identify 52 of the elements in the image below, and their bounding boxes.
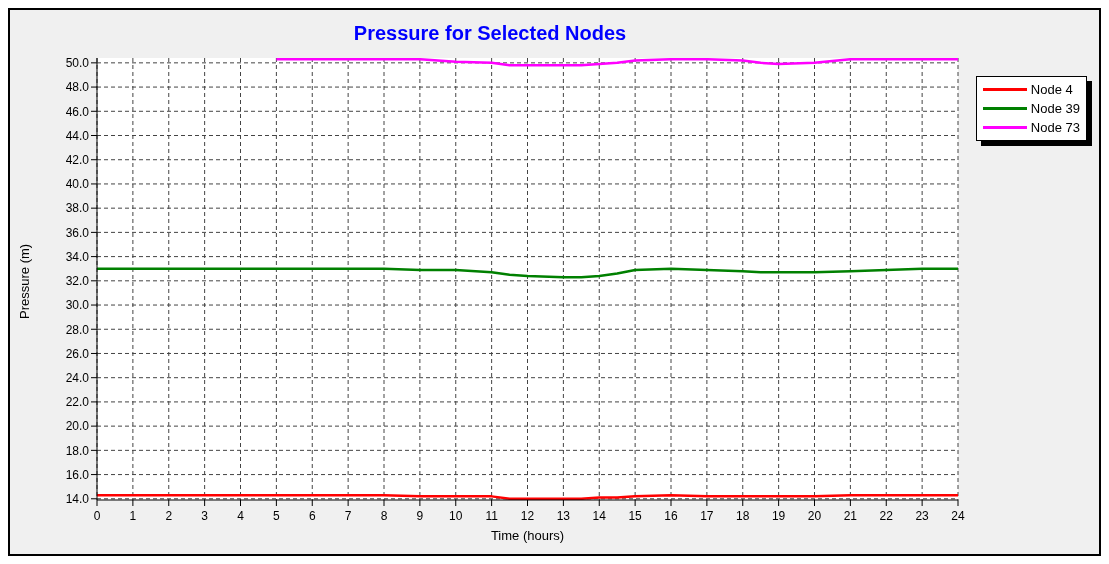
- x-tick-label: 11: [485, 509, 499, 523]
- line-series: [97, 267, 958, 279]
- x-tick-label: 9: [416, 509, 424, 523]
- y-tick-label: 26.0: [65, 346, 90, 361]
- x-tick-label: 15: [628, 509, 643, 523]
- x-tick-label: 4: [237, 509, 245, 523]
- y-tick-label: 38.0: [65, 201, 90, 216]
- x-tick-label: 3: [201, 509, 209, 523]
- x-tick-label: 21: [843, 509, 858, 523]
- y-tick-label: 42.0: [65, 152, 90, 167]
- legend-label: Node 4: [1030, 82, 1073, 97]
- x-tick-label: 12: [520, 509, 535, 523]
- y-tick-label: 24.0: [65, 370, 90, 385]
- y-tick-label: 14.0: [65, 492, 90, 507]
- y-tick-label: 20.0: [65, 419, 90, 434]
- legend-label: Node 39: [1030, 101, 1080, 116]
- x-tick-label: 6: [308, 509, 316, 523]
- y-tick-label: 30.0: [65, 298, 90, 313]
- x-tick-label: 8: [380, 509, 388, 523]
- y-tick-label: 44.0: [65, 128, 90, 143]
- x-tick-label: 17: [700, 509, 714, 523]
- x-tick-label: 0: [93, 509, 101, 523]
- y-tick-label: 32.0: [65, 274, 90, 289]
- x-tick-label: 24: [951, 509, 965, 523]
- y-tick-label: 18.0: [65, 443, 90, 458]
- y-tick-label: 34.0: [65, 249, 90, 264]
- x-tick-label: 5: [273, 509, 281, 523]
- y-tick-label: 16.0: [65, 467, 90, 482]
- y-tick-label: 40.0: [65, 177, 90, 192]
- y-axis-title: Pressure (m): [16, 243, 32, 319]
- x-tick-label: 23: [915, 509, 930, 523]
- x-tick-label: 13: [556, 509, 571, 523]
- x-tick-label: 22: [879, 509, 894, 523]
- x-tick-label: 18: [736, 509, 750, 523]
- x-tick-label: 2: [165, 509, 173, 523]
- y-tick-label: 46.0: [65, 104, 90, 119]
- x-tick-label: 16: [664, 509, 678, 523]
- y-tick-label: 48.0: [65, 80, 90, 95]
- x-tick-label: 1: [129, 509, 137, 523]
- x-tick-label: 10: [449, 509, 463, 523]
- x-tick-label: 7: [344, 509, 352, 523]
- x-tick-label: 20: [807, 509, 822, 523]
- y-tick-label: 50.0: [65, 56, 90, 71]
- legend-label: Node 73: [1030, 120, 1080, 135]
- x-axis-title: Time (hours): [490, 528, 565, 543]
- chart-title: Pressure for Selected Nodes: [352, 22, 628, 45]
- y-tick-label: 22.0: [65, 395, 90, 410]
- x-tick-label: 14: [592, 509, 607, 523]
- line-series: [275, 58, 958, 67]
- x-tick-label: 19: [771, 509, 786, 523]
- y-tick-label: 36.0: [65, 225, 90, 240]
- y-tick-label: 28.0: [65, 322, 90, 337]
